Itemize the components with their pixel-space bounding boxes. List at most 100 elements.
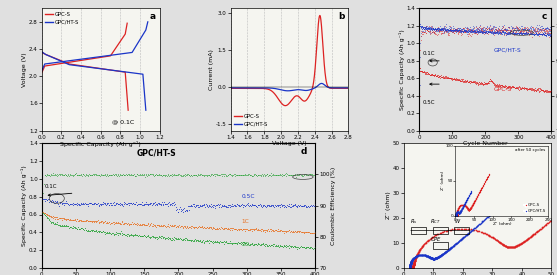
Point [408, 265, 417, 270]
Point [505, 28, 514, 32]
Point [87, 229, 96, 233]
Point [500, 84, 509, 89]
Point [462, 227, 471, 231]
Point [432, 28, 441, 32]
Point [209, 173, 218, 177]
Point [408, 266, 417, 270]
Point [56, 224, 65, 228]
Point [510, 32, 519, 36]
Point [408, 266, 417, 270]
Point [129, 232, 138, 237]
Point [172, 205, 180, 209]
Point [285, 244, 294, 248]
Point [481, 232, 490, 236]
Point [422, 26, 431, 31]
Point [409, 262, 418, 267]
Point [504, 32, 512, 36]
Point [409, 263, 418, 268]
Point [485, 27, 494, 32]
Point [66, 224, 75, 229]
Point [85, 172, 94, 177]
Point [530, 28, 539, 32]
Point [459, 29, 468, 34]
Point [515, 29, 524, 34]
Point [212, 173, 221, 178]
Point [408, 265, 417, 269]
Point [506, 84, 515, 88]
Point [474, 82, 483, 86]
Point [119, 204, 128, 208]
Point [411, 257, 419, 262]
Point [270, 172, 279, 177]
Point [436, 28, 444, 32]
Point [408, 266, 417, 270]
Point [299, 245, 308, 249]
Point [535, 27, 544, 31]
Point [517, 241, 526, 245]
Point [106, 222, 115, 226]
Point [408, 266, 417, 270]
Point [434, 27, 443, 31]
Point [513, 243, 522, 248]
Point [543, 89, 552, 93]
Point [526, 32, 535, 36]
Point [249, 203, 258, 207]
Point [83, 219, 92, 224]
Point [405, 266, 414, 270]
Point [515, 86, 524, 90]
Point [160, 173, 169, 178]
Point [157, 223, 165, 227]
Point [522, 87, 531, 92]
Point [188, 224, 197, 228]
Point [203, 239, 212, 244]
Point [95, 229, 104, 233]
Point [476, 29, 485, 34]
Point [215, 203, 224, 207]
Point [148, 203, 157, 207]
Point [181, 172, 190, 177]
Point [216, 202, 224, 207]
Point [257, 203, 266, 207]
Point [428, 256, 437, 261]
Point [420, 70, 429, 74]
Point [466, 80, 475, 84]
Point [438, 75, 447, 79]
Point [486, 29, 495, 34]
Point [229, 241, 238, 245]
Point [408, 266, 417, 270]
Point [123, 202, 131, 206]
Point [293, 245, 302, 249]
Point [463, 227, 472, 231]
Point [437, 75, 446, 79]
Point [447, 27, 456, 32]
Point [300, 203, 309, 207]
Point [118, 172, 126, 177]
Point [463, 232, 472, 236]
Point [428, 30, 437, 34]
Point [521, 30, 530, 34]
Point [501, 31, 510, 35]
Point [458, 78, 467, 83]
Point [417, 69, 426, 74]
Point [456, 237, 465, 242]
Point [408, 266, 417, 270]
Point [419, 253, 428, 257]
Point [483, 214, 492, 219]
Point [236, 242, 245, 246]
Point [443, 32, 452, 36]
Point [242, 227, 251, 231]
Point [514, 31, 523, 35]
Point [441, 28, 449, 32]
Point [174, 173, 183, 177]
Point [510, 28, 519, 32]
Point [205, 203, 214, 207]
Point [266, 243, 275, 247]
Point [50, 215, 58, 219]
Point [501, 86, 510, 90]
Point [217, 226, 226, 230]
Point [408, 265, 417, 270]
Point [472, 29, 481, 34]
Point [216, 173, 224, 177]
Point [446, 27, 455, 31]
Point [422, 70, 431, 75]
